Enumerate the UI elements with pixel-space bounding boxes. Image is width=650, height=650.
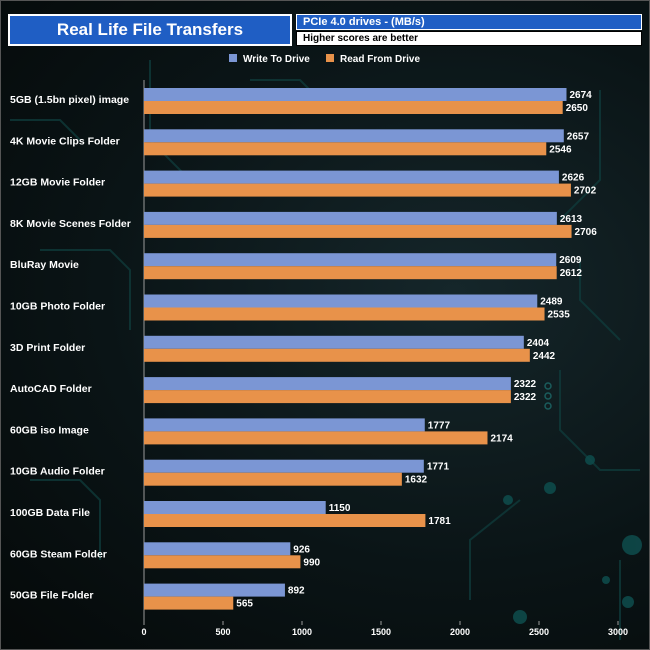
chart-title: Real Life File Transfers: [8, 14, 292, 46]
legend-label-read: Read From Drive: [340, 54, 420, 65]
bar-write: [144, 583, 285, 597]
x-tick-label: 1000: [292, 627, 312, 637]
data-label-read: 990: [303, 557, 320, 568]
data-label-read: 565: [236, 599, 253, 610]
x-tick-label: 2000: [450, 627, 470, 637]
data-label-read: 2706: [575, 227, 598, 238]
bar-read: [144, 431, 488, 445]
data-label-write: 2626: [562, 173, 585, 184]
bar-write: [144, 88, 567, 101]
bar-read: [144, 514, 426, 527]
data-label-write: 892: [288, 586, 305, 597]
x-tick-label: 3000: [608, 627, 628, 637]
legend-label-write: Write To Drive: [243, 54, 310, 65]
category-label: 8K Movie Scenes Folder: [10, 218, 131, 230]
data-label-write: 1771: [427, 462, 450, 473]
data-label-read: 2612: [560, 268, 583, 279]
data-label-write: 2609: [559, 255, 582, 266]
bar-write: [144, 377, 511, 391]
legend-swatch-write: [229, 54, 237, 62]
chart-subtitle: PCIe 4.0 drives - (MB/s): [296, 14, 642, 30]
bar-write: [144, 211, 557, 225]
category-label: 60GB Steam Folder: [10, 548, 107, 560]
bar-write: [144, 335, 524, 349]
data-label-write: 2322: [514, 379, 537, 390]
x-tick-label: 0: [141, 627, 146, 637]
data-label-write: 2489: [540, 297, 563, 308]
bar-write: [144, 253, 557, 267]
data-label-read: 1781: [428, 516, 451, 527]
bar-write: [144, 542, 291, 556]
data-label-read: 2650: [566, 103, 589, 114]
category-label: 4K Movie Clips Folder: [10, 135, 120, 147]
legend: Write To Drive Read From Drive: [229, 54, 420, 65]
bar-read: [144, 348, 530, 362]
category-label: 3D Print Folder: [10, 342, 85, 354]
bar-read: [144, 596, 234, 610]
data-label-write: 926: [293, 544, 310, 555]
category-label: AutoCAD Folder: [10, 383, 92, 395]
bar-read: [144, 101, 563, 114]
data-label-read: 2702: [574, 186, 597, 197]
bar-read: [144, 307, 545, 321]
bar-write: [144, 418, 425, 432]
x-tick-label: 500: [215, 627, 230, 637]
data-label-read: 1632: [405, 475, 428, 486]
bar-write: [144, 170, 559, 184]
category-label: 10GB Photo Folder: [10, 301, 105, 313]
bar-read: [144, 183, 571, 197]
bar-write: [144, 501, 326, 514]
data-label-write: 2657: [567, 131, 590, 142]
bar-read: [144, 266, 557, 280]
category-label: 10GB Audio Folder: [10, 466, 105, 478]
data-label-write: 2404: [527, 338, 550, 349]
data-label-read: 2174: [490, 433, 513, 444]
category-label: 100GB Data File: [10, 507, 90, 519]
bar-write: [144, 294, 538, 308]
bar-read: [144, 224, 572, 238]
category-label: 50GB File Folder: [10, 590, 93, 602]
category-label: 12GB Movie Folder: [10, 177, 105, 189]
chart-note: Higher scores are better: [296, 31, 642, 46]
data-label-write: 2613: [560, 214, 583, 225]
x-tick-label: 2500: [529, 627, 549, 637]
bar-read: [144, 555, 301, 569]
data-label-write: 2674: [569, 90, 592, 101]
data-label-read: 2442: [533, 351, 556, 362]
x-tick-label: 1500: [371, 627, 391, 637]
legend-swatch-read: [326, 54, 334, 62]
data-label-write: 1150: [329, 503, 351, 514]
bar-read: [144, 472, 402, 486]
data-label-read: 2322: [514, 392, 537, 403]
bar-write: [144, 459, 424, 473]
bar-read: [144, 142, 547, 156]
category-label: 60GB iso Image: [10, 424, 89, 436]
data-label-read: 2546: [549, 144, 572, 155]
category-label: BluRay Movie: [10, 259, 79, 271]
category-label: 5GB (1.5bn pixel) image: [10, 94, 129, 106]
bar-read: [144, 390, 511, 404]
bar-write: [144, 129, 564, 143]
data-label-read: 2535: [548, 310, 571, 321]
data-label-write: 1777: [428, 420, 451, 431]
